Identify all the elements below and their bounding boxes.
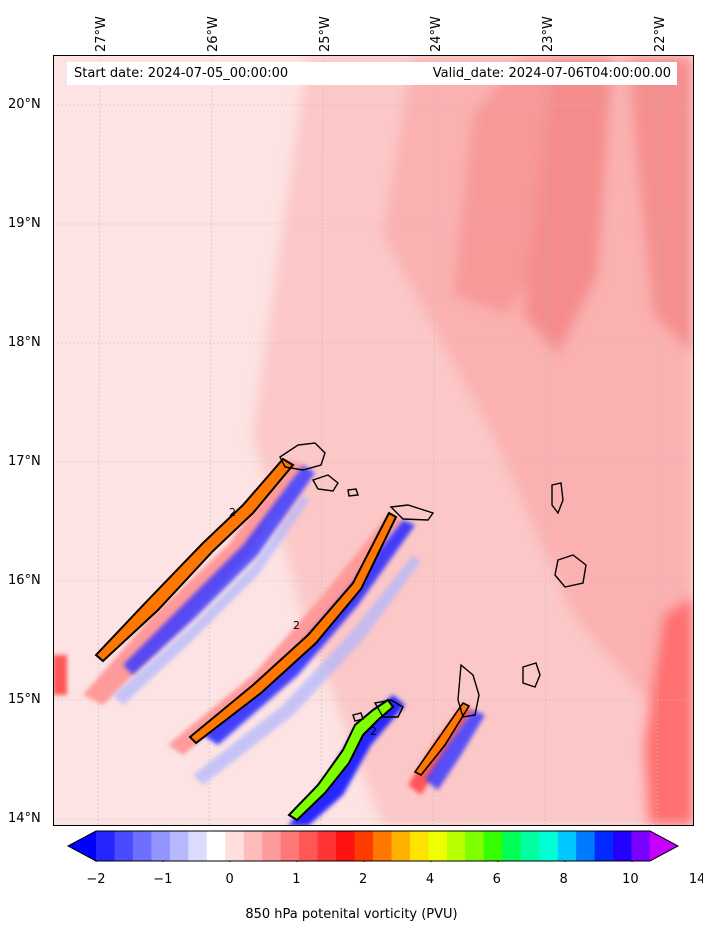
cb-tick-7: 6: [492, 872, 501, 887]
wake-2-weak-negative: [193, 555, 421, 785]
pv-wake-band-1: [83, 457, 315, 705]
wake-4-negative-band: [425, 710, 485, 790]
island-boa-vista: [554, 554, 587, 588]
colorbar-cell: [391, 831, 411, 861]
colorbar-cell: [114, 831, 134, 861]
lat-label-17n: 17°N: [8, 454, 41, 469]
cb-tick-10: 14: [688, 872, 703, 887]
colorbar-cell: [539, 831, 559, 861]
colorbar-cell: [446, 831, 466, 861]
contour-label-1: 2: [229, 506, 236, 519]
contour-label-2: 2: [293, 619, 300, 632]
colorbar-cell: [594, 831, 614, 861]
cb-tick-8: 8: [559, 872, 568, 887]
colorbar: [66, 830, 680, 862]
colorbar-cell: [280, 831, 300, 861]
colorbar-extend-max: [650, 831, 678, 861]
colorbar-cell: [151, 831, 171, 861]
colorbar-cell: [169, 831, 189, 861]
colorbar-title: 850 hPa potenital vorticity (PVU): [245, 907, 458, 922]
cb-tick-3: 0: [225, 872, 234, 887]
map-panel: 2 2 2: [53, 55, 694, 826]
pv-west-edge-strip: [53, 655, 67, 695]
island-santo-antao: [279, 442, 326, 471]
wake-3-positive-core: [287, 698, 395, 822]
wake-2-red-halo: [168, 515, 403, 755]
cb-tick-6: 4: [425, 872, 435, 887]
gridlines: [53, 55, 694, 826]
island-sao-nicolau: [389, 504, 435, 521]
colorbar-cell: [557, 831, 577, 861]
cb-tick-5: 2: [359, 872, 368, 887]
island-santiago: [457, 663, 480, 718]
wake-4-positive-core: [413, 701, 471, 777]
pv-wake-band-4: [408, 701, 485, 795]
map-frame: [53, 55, 694, 826]
contour-label-3: 2: [370, 725, 377, 738]
island-outlines: [279, 442, 587, 722]
colorbar-cell: [520, 831, 540, 861]
wake-1-positive-core: [94, 457, 295, 663]
wake-2-positive-core: [188, 511, 398, 745]
colorbar-cell: [262, 831, 282, 861]
colorbar-cell: [428, 831, 448, 861]
cb-tick-9: 10: [622, 872, 639, 887]
wake-1-weak-negative: [113, 495, 309, 705]
pv-wake-band-2: [168, 511, 421, 785]
pv-region-streak-2: [523, 55, 613, 355]
colorbar-cell: [373, 831, 393, 861]
lat-label-14n: 14°N: [8, 811, 41, 826]
colorbar-cell: [317, 831, 337, 861]
colorbar-cell: [465, 831, 485, 861]
lon-label-27w: 27°W: [94, 16, 109, 52]
lat-label-15n: 15°N: [8, 692, 41, 707]
lat-label-19n: 19°N: [8, 216, 41, 231]
colorbar-cell: [188, 831, 208, 861]
colorbar-ticks: [95, 861, 633, 862]
wake-1-red-halo: [83, 460, 303, 705]
valid-date-label: Valid_date: 2024-07-06T04:00:00.00: [432, 66, 671, 81]
pv-wake-band-3: [287, 695, 405, 826]
cb-tick-1: −2: [86, 872, 106, 887]
colorbar-cell: [225, 831, 245, 861]
colorbar-cell: [96, 831, 116, 861]
lat-label-20n: 20°N: [8, 97, 41, 112]
lon-label-22w: 22°W: [653, 16, 668, 52]
island-brava: [352, 712, 364, 722]
cb-tick-4: 1: [292, 872, 301, 887]
start-date-label: Start date: 2024-07-05_00:00:00: [74, 66, 289, 81]
colorbar-extend-min: [68, 831, 96, 861]
colorbar-cell: [483, 831, 503, 861]
colorbar-cells: [96, 831, 651, 861]
lon-label-26w: 26°W: [206, 16, 221, 52]
island-santa-luzia: [347, 488, 359, 497]
colorbar-cell: [576, 831, 596, 861]
lon-label-23w: 23°W: [541, 16, 556, 52]
colorbar-cell: [336, 831, 356, 861]
colorbar-cell: [206, 831, 226, 861]
lon-label-24w: 24°W: [429, 16, 444, 52]
wake-1-negative-band: [123, 465, 315, 675]
colorbar-cell: [631, 831, 651, 861]
island-fogo: [373, 699, 404, 718]
colorbar-cell: [354, 831, 374, 861]
island-maio: [522, 662, 541, 688]
header-band: [67, 62, 677, 85]
pv-region-streak-3: [628, 55, 694, 355]
island-sao-vicente: [311, 474, 339, 492]
colorbar-cell: [409, 831, 429, 861]
colorbar-cell: [613, 831, 633, 861]
pv-region-southeast: [643, 595, 694, 826]
colorbar-cell: [299, 831, 319, 861]
island-sal: [551, 482, 564, 515]
colorbar-cell: [243, 831, 263, 861]
lat-label-16n: 16°N: [8, 573, 41, 588]
colorbar-cell: [132, 831, 152, 861]
colorbar-cell: [502, 831, 522, 861]
cb-tick-2: −1: [153, 872, 173, 887]
lon-label-25w: 25°W: [318, 16, 333, 52]
lat-label-18n: 18°N: [8, 335, 41, 350]
